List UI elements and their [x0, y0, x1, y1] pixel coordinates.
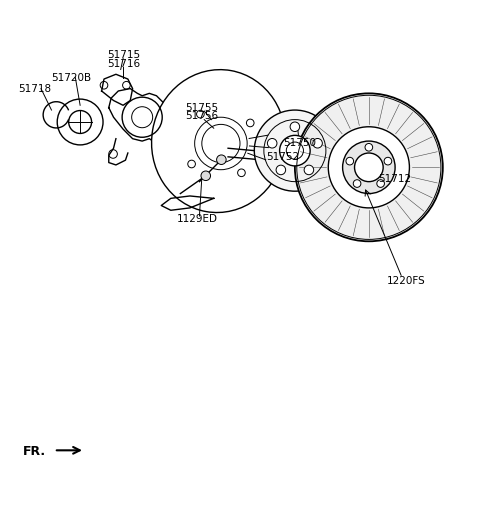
- Polygon shape: [164, 108, 180, 122]
- Circle shape: [201, 171, 211, 181]
- Circle shape: [355, 153, 383, 182]
- Circle shape: [254, 110, 336, 191]
- Circle shape: [295, 93, 443, 241]
- Circle shape: [343, 141, 395, 194]
- Circle shape: [290, 122, 300, 132]
- Circle shape: [276, 165, 286, 175]
- Circle shape: [280, 135, 310, 166]
- Text: 51716: 51716: [108, 59, 141, 69]
- Text: 51715: 51715: [108, 50, 141, 60]
- Text: 51756: 51756: [185, 111, 218, 121]
- Circle shape: [346, 157, 354, 165]
- Text: 51720B: 51720B: [51, 73, 92, 83]
- Circle shape: [304, 165, 313, 175]
- Text: 51752: 51752: [266, 152, 300, 162]
- Circle shape: [313, 138, 323, 148]
- Ellipse shape: [152, 70, 286, 213]
- Text: 51718: 51718: [18, 84, 51, 93]
- Circle shape: [328, 127, 409, 208]
- Text: 51712: 51712: [378, 174, 411, 184]
- Text: FR.: FR.: [23, 445, 46, 458]
- Text: 1220FS: 1220FS: [387, 276, 426, 286]
- Circle shape: [377, 180, 384, 187]
- Polygon shape: [109, 89, 173, 143]
- Circle shape: [365, 143, 372, 151]
- Polygon shape: [161, 196, 214, 211]
- Text: 51755: 51755: [185, 103, 218, 112]
- Polygon shape: [109, 139, 128, 165]
- Circle shape: [216, 155, 226, 165]
- Circle shape: [353, 180, 361, 187]
- Text: 1129ED: 1129ED: [177, 214, 218, 224]
- Circle shape: [384, 157, 392, 165]
- Circle shape: [267, 138, 277, 148]
- Text: 51750: 51750: [283, 138, 316, 149]
